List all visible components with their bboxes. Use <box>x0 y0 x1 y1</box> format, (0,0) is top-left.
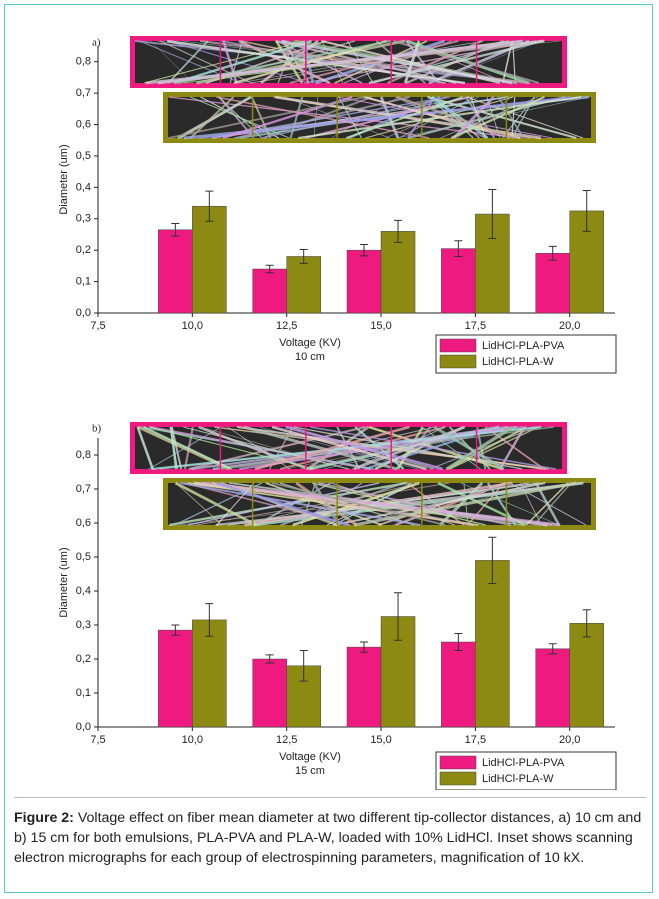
legend-swatch <box>440 772 476 785</box>
x-tick-label: 20,0 <box>559 734 580 746</box>
legend-label: LidHCl-PLA-PVA <box>482 757 565 769</box>
legend-swatch <box>440 339 476 352</box>
x-axis-label: Voltage (KV) <box>279 751 341 763</box>
y-tick-label: 0,2 <box>76 244 91 256</box>
x-tick-label: 15,0 <box>370 320 391 332</box>
y-tick-label: 0,5 <box>76 150 91 162</box>
bar <box>441 642 475 727</box>
bar <box>158 630 192 727</box>
y-tick-label: 0,8 <box>76 56 91 68</box>
bar <box>441 249 475 313</box>
x-tick-label: 20,0 <box>559 320 580 332</box>
legend-swatch <box>440 756 476 769</box>
legend-label: LidHCl-PLA-W <box>482 773 554 785</box>
y-tick-label: 0,1 <box>76 275 91 287</box>
bar <box>381 231 415 313</box>
bar <box>347 647 381 727</box>
y-tick-label: 0,4 <box>76 585 91 597</box>
y-tick-label: 0,7 <box>76 483 91 495</box>
bar <box>253 659 287 727</box>
bar <box>158 230 192 313</box>
caption-text: Voltage effect on fiber mean diameter at… <box>14 810 641 866</box>
x-tick-label: 10,0 <box>182 320 203 332</box>
chart-subtitle: 10 cm <box>295 351 325 363</box>
bar <box>475 560 509 727</box>
panel-label: b) <box>92 423 102 435</box>
legend-swatch <box>440 355 476 368</box>
bar <box>192 206 226 313</box>
charts: a) 0,0 0,1 0,2 0,3 0,4 0,5 0,6 0,7 0,8 7,5 10,0 12,5… <box>0 0 659 790</box>
x-tick-label: 12,5 <box>276 734 297 746</box>
legend-label: LidHCl-PLA-W <box>482 356 554 368</box>
x-tick-label: 12,5 <box>276 320 297 332</box>
y-tick-label: 0,6 <box>76 517 91 529</box>
y-tick-label: 0,8 <box>76 449 91 461</box>
bar <box>287 256 321 313</box>
y-axis-label: Diameter (um) <box>58 547 70 617</box>
bar <box>570 623 604 727</box>
y-tick-label: 0,1 <box>76 687 91 699</box>
bar <box>253 269 287 313</box>
bar <box>347 250 381 313</box>
y-tick-label: 0,2 <box>76 653 91 665</box>
caption: Figure 2: Voltage effect on fiber mean d… <box>14 797 646 868</box>
x-axis-label: Voltage (KV) <box>279 337 341 349</box>
y-tick-label: 0,4 <box>76 181 91 193</box>
bar <box>536 649 570 727</box>
x-tick-label: 10,0 <box>182 734 203 746</box>
x-tick-label: 17,5 <box>465 734 486 746</box>
y-tick-label: 0,3 <box>76 619 91 631</box>
y-tick-label: 0,7 <box>76 87 91 99</box>
x-tick-label: 7,5 <box>90 734 105 746</box>
x-tick-label: 17,5 <box>465 320 486 332</box>
y-tick-label: 0,3 <box>76 213 91 225</box>
bar <box>536 253 570 313</box>
caption-label: Figure 2: <box>14 810 74 826</box>
panel-label: a) <box>92 37 101 49</box>
page: {"chart_data": [ {"type": "bar", "panel"… <box>0 0 659 899</box>
x-tick-label: 15,0 <box>370 734 391 746</box>
y-tick-label: 0,0 <box>76 307 91 319</box>
legend-label: LidHCl-PLA-PVA <box>482 340 565 352</box>
y-tick-label: 0,6 <box>76 118 91 130</box>
x-tick-label: 7,5 <box>90 320 105 332</box>
y-tick-label: 0,5 <box>76 551 91 563</box>
y-axis-label: Diameter (um) <box>58 144 70 214</box>
y-tick-label: 0,0 <box>76 721 91 733</box>
chart-subtitle: 15 cm <box>295 765 325 777</box>
